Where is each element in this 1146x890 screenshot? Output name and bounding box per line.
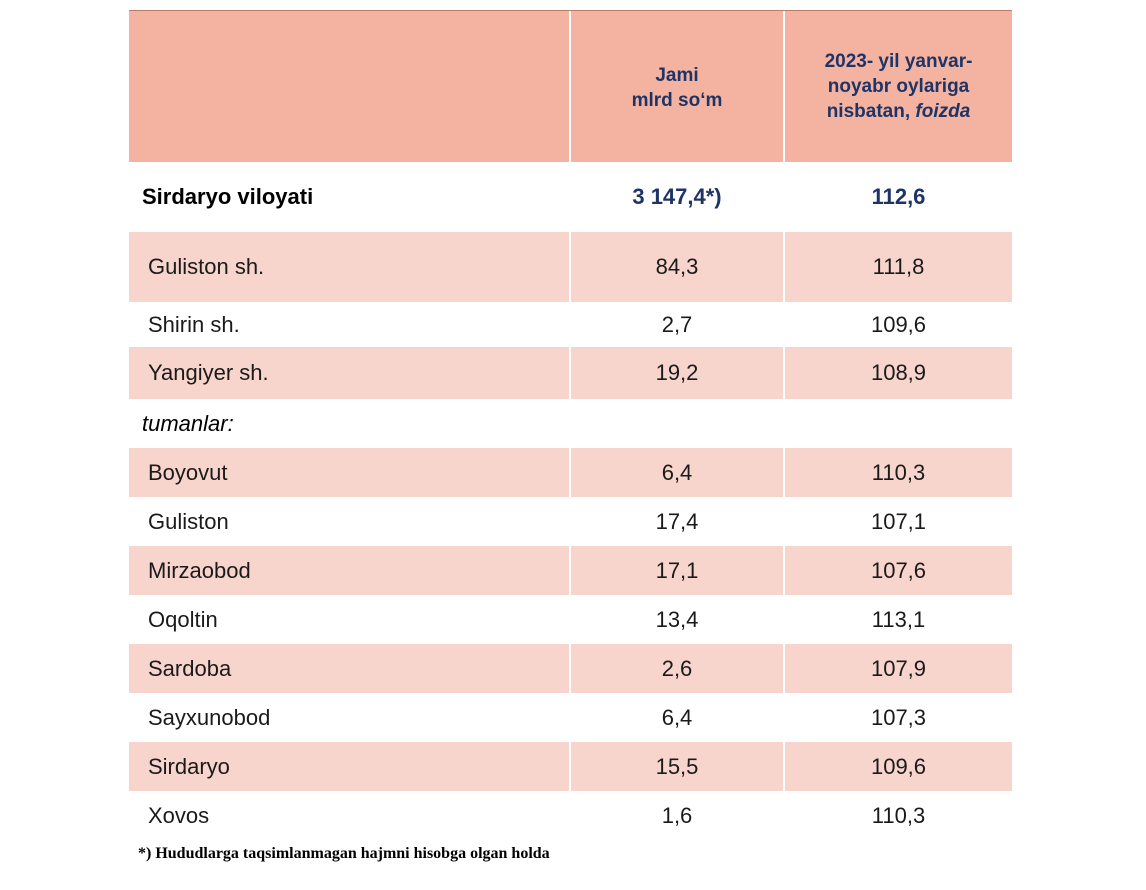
table-row: Sayxunobod 6,4 107,3 bbox=[129, 693, 1012, 742]
row-percent: 107,6 bbox=[783, 546, 1012, 595]
row-value: 1,6 bbox=[569, 791, 783, 841]
section-empty-cell bbox=[783, 399, 1012, 448]
section-empty-cell bbox=[569, 399, 783, 448]
total-name: Sirdaryo viloyati bbox=[142, 184, 314, 209]
row-percent: 107,1 bbox=[783, 497, 1012, 546]
section-label-row: tumanlar: bbox=[129, 399, 1012, 448]
table-row: Xovos 1,6 110,3 bbox=[129, 791, 1012, 841]
total-percent: 112,6 bbox=[783, 162, 1012, 232]
table-row: Yangiyer sh. 19,2 108,9 bbox=[129, 347, 1012, 399]
row-name: Sayxunobod bbox=[148, 704, 271, 730]
row-percent: 109,6 bbox=[783, 302, 1012, 347]
table-row: Shirin sh. 2,7 109,6 bbox=[129, 302, 1012, 347]
header-total-cell: Jami mlrd so‘m bbox=[569, 11, 783, 162]
row-percent: 110,3 bbox=[783, 791, 1012, 841]
row-value: 15,5 bbox=[569, 742, 783, 791]
row-name: Sirdaryo bbox=[148, 753, 230, 779]
table-row: Guliston 17,4 107,1 bbox=[129, 497, 1012, 546]
header-percent-cell: 2023- yil yanvar- noyabr oylariga nisbat… bbox=[783, 11, 1012, 162]
header-name-cell bbox=[129, 11, 569, 162]
header-percent-line3-a: nisbatan, bbox=[826, 101, 916, 122]
row-name: Guliston bbox=[148, 508, 229, 534]
row-value: 2,7 bbox=[569, 302, 783, 347]
row-value: 19,2 bbox=[569, 347, 783, 399]
row-value: 2,6 bbox=[569, 644, 783, 693]
row-value: 13,4 bbox=[569, 595, 783, 644]
header-percent-line2: noyabr oylariga bbox=[827, 76, 970, 97]
row-name: Xovos bbox=[148, 803, 210, 828]
row-value: 17,4 bbox=[569, 497, 783, 546]
statistics-table: Jami mlrd so‘m 2023- yil yanvar- noyabr … bbox=[129, 11, 1012, 841]
section-label: tumanlar: bbox=[142, 410, 234, 436]
row-name: Guliston sh. bbox=[148, 254, 265, 279]
row-percent: 110,3 bbox=[783, 448, 1012, 497]
header-percent-line3: nisbatan, foizda bbox=[825, 99, 973, 124]
table-row: Mirzaobod 17,1 107,6 bbox=[129, 546, 1012, 595]
row-name: Boyovut bbox=[148, 459, 228, 485]
header-percent-line1: 2023- yil yanvar- bbox=[824, 51, 973, 72]
row-value: 84,3 bbox=[569, 232, 783, 302]
row-percent: 107,9 bbox=[783, 644, 1012, 693]
row-value: 6,4 bbox=[569, 448, 783, 497]
table-row: Guliston sh. 84,3 111,8 bbox=[129, 232, 1012, 302]
row-value: 17,1 bbox=[569, 546, 783, 595]
row-name: Sardoba bbox=[148, 655, 232, 681]
row-name: Oqoltin bbox=[148, 606, 218, 632]
footnote: *) Hududlarga taqsimlanmagan hajmni hiso… bbox=[138, 845, 550, 862]
table-row: Sirdaryo 15,5 109,6 bbox=[129, 742, 1012, 791]
table-header-row: Jami mlrd so‘m 2023- yil yanvar- noyabr … bbox=[129, 11, 1012, 162]
table-row: Oqoltin 13,4 113,1 bbox=[129, 595, 1012, 644]
row-name: Yangiyer sh. bbox=[148, 360, 269, 385]
header-total-line2: mlrd so‘m bbox=[631, 89, 723, 111]
row-name: Shirin sh. bbox=[148, 311, 240, 337]
row-percent: 111,8 bbox=[783, 232, 1012, 302]
header-total-line1: Jami bbox=[655, 64, 699, 86]
header-percent-line3-b: foizda bbox=[915, 101, 971, 122]
total-row: Sirdaryo viloyati 3 147,4*) 112,6 bbox=[129, 162, 1012, 232]
table-row: Sardoba 2,6 107,9 bbox=[129, 644, 1012, 693]
total-value: 3 147,4*) bbox=[569, 162, 783, 232]
row-percent: 109,6 bbox=[783, 742, 1012, 791]
row-percent: 107,3 bbox=[783, 693, 1012, 742]
row-value: 6,4 bbox=[569, 693, 783, 742]
table-row: Boyovut 6,4 110,3 bbox=[129, 448, 1012, 497]
row-percent: 113,1 bbox=[783, 595, 1012, 644]
row-name: Mirzaobod bbox=[148, 557, 251, 583]
row-percent: 108,9 bbox=[783, 347, 1012, 399]
